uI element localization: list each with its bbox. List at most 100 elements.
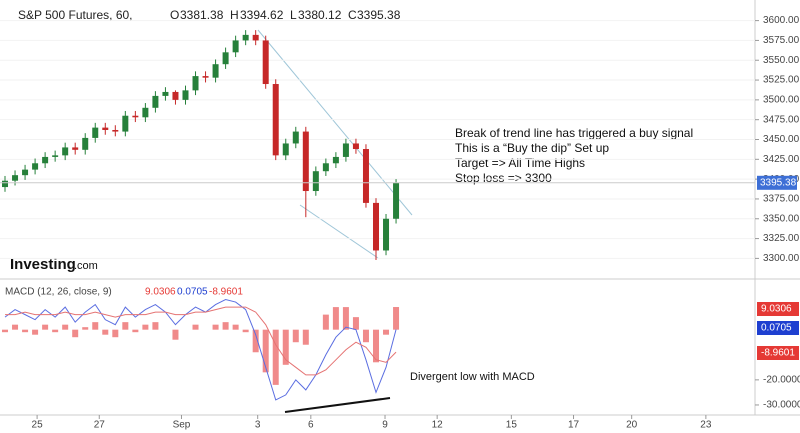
annotation: Target => All Time Highs (455, 156, 585, 170)
ohlc-value: 3380.12 (298, 8, 342, 22)
candle-body (332, 156, 339, 164)
histogram-bar (272, 329, 279, 385)
histogram-bar (32, 329, 39, 335)
y-tick-label: 3550.00 (763, 55, 800, 66)
histogram-bar (262, 329, 269, 373)
annotation: Divergent low with MACD (410, 371, 535, 383)
histogram-bar (222, 322, 229, 330)
price-tag (757, 175, 797, 190)
candle-body (383, 218, 390, 251)
candle-body (42, 156, 49, 164)
candle-body (72, 147, 79, 150)
histogram-bar (112, 329, 119, 338)
candle-body (232, 40, 239, 53)
candle-body (322, 163, 329, 172)
candle-body (182, 90, 189, 100)
y-tick-label: 3350.00 (763, 213, 800, 224)
y-tick-label: 3425.00 (763, 154, 800, 165)
histogram-bar (2, 329, 9, 333)
y-tick-label: 3300.00 (763, 253, 800, 264)
histogram-bar (212, 324, 219, 330)
x-tick-label: 6 (308, 420, 314, 431)
candle-body (362, 149, 369, 203)
histogram-bar (92, 322, 99, 330)
logo-suffix: .com (74, 260, 98, 272)
histogram-bar (22, 329, 29, 333)
candle-body (282, 143, 289, 156)
trend-line (299, 204, 379, 259)
ohlc-label: H (230, 8, 239, 22)
histogram-bar (82, 327, 89, 330)
candle-body (312, 171, 319, 192)
histogram-bar (372, 329, 379, 363)
histogram-bar (252, 329, 259, 353)
macd-line (4, 299, 397, 401)
x-tick-label: 15 (506, 420, 518, 431)
ohlc-label: L (290, 8, 297, 22)
y-tick-label: -30.0000 (763, 400, 800, 411)
histogram-bar (322, 314, 329, 330)
x-tick-label: 27 (94, 420, 106, 431)
y-tick-label: 3375.00 (763, 194, 800, 205)
x-tick-label: 3 (255, 420, 261, 431)
legend-value: -8.9601 (209, 287, 243, 298)
candle-body (342, 143, 349, 157)
value-tag (757, 302, 799, 316)
candle-body (242, 34, 249, 41)
ohlc-value: 3394.62 (240, 8, 284, 22)
histogram-bar (42, 324, 49, 330)
x-tick-label: 25 (32, 420, 44, 431)
histogram-bar (383, 329, 390, 335)
candle-body (222, 52, 229, 65)
histogram-bar (362, 329, 369, 343)
y-tick-label: 3325.00 (763, 233, 800, 244)
histogram-bar (172, 329, 179, 340)
trend-line (257, 29, 413, 216)
value-tag (757, 346, 799, 360)
histogram-bar (393, 307, 400, 330)
histogram-bar (352, 317, 359, 330)
y-tick-label: 3575.00 (763, 35, 800, 46)
histogram-bar (122, 322, 129, 330)
candle-body (352, 143, 359, 150)
x-tick-label: 9 (382, 420, 388, 431)
histogram-bar (62, 324, 69, 330)
x-tick-label: 12 (432, 420, 444, 431)
macd-title: MACD (12, 26, close, 9) (5, 287, 112, 298)
ohlc-label: C (348, 8, 357, 22)
histogram-bar (142, 324, 149, 330)
value-tag-label: 0.0705 (761, 323, 792, 334)
candle-body (2, 180, 9, 188)
histogram-bar (192, 324, 199, 330)
ohlc-value: 3381.38 (180, 8, 224, 22)
histogram-bar (332, 307, 339, 330)
y-tick-label: 3475.00 (763, 114, 800, 125)
candle-body (252, 34, 259, 41)
y-tick-label: 3500.00 (763, 95, 800, 106)
candle-body (393, 182, 400, 219)
candle-body (12, 175, 19, 181)
candle-body (92, 127, 99, 138)
y-tick-label: -20.0000 (763, 375, 800, 386)
y-tick-label: 3600.00 (763, 15, 800, 26)
x-tick-label: Sep (173, 420, 191, 431)
candle-body (82, 137, 89, 150)
ohlc-label: O (170, 8, 179, 22)
candle-body (142, 107, 149, 118)
candle-body (292, 131, 299, 144)
logo: Investing (10, 256, 76, 273)
candle-body (152, 95, 159, 108)
annotation: Break of trend line has triggered a buy … (455, 126, 693, 140)
price-header: S&P 500 Futures, 60, O 3381.38 H 3394.62… (18, 8, 401, 22)
price-tag-label: 3395.38 (760, 177, 797, 188)
candle-body (172, 91, 179, 100)
candle-body (212, 64, 219, 78)
candle-body (192, 76, 199, 91)
histogram-bar (302, 329, 309, 345)
candle-body (202, 76, 209, 78)
histogram-bar (12, 324, 19, 330)
candle-body (272, 84, 279, 156)
value-tag-label: 9.0306 (761, 304, 792, 315)
